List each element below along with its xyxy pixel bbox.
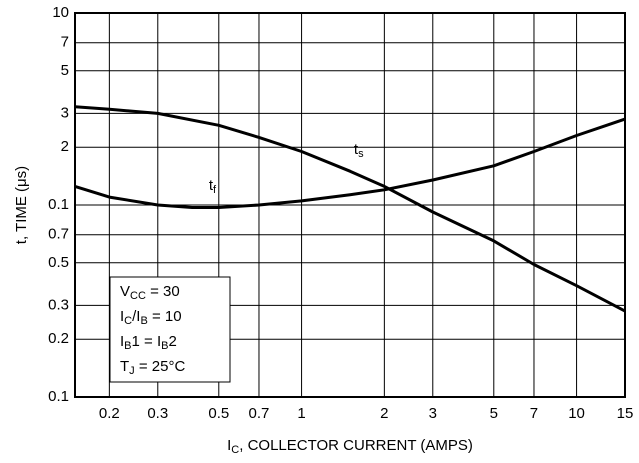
text: 1 = I	[132, 333, 162, 350]
text: , COLLECTOR CURRENT (AMPS)	[239, 437, 473, 454]
y-tick-label: 3	[61, 104, 69, 121]
x-tick-label: 5	[490, 405, 498, 422]
y-tick-label: 0.7	[48, 226, 69, 243]
text: 2	[168, 333, 176, 350]
text: T	[120, 358, 129, 375]
text: = 30	[146, 283, 180, 300]
annotation-box	[109, 276, 231, 383]
subscript: CC	[130, 290, 146, 302]
subscript: f	[213, 184, 217, 196]
y-axis-title: t, TIME (μs)	[13, 166, 30, 244]
text: /I	[132, 308, 140, 325]
text: t	[209, 177, 214, 194]
x-axis-title: IC, COLLECTOR CURRENT (AMPS)	[227, 437, 473, 456]
y-tick-label: 0.1	[48, 388, 69, 405]
subscript: C	[124, 315, 132, 327]
annotation-line: IC/IB = 10	[120, 308, 182, 327]
x-tick-label: 3	[429, 405, 437, 422]
subscript: J	[129, 365, 135, 377]
x-tick-label: 0.7	[249, 405, 270, 422]
x-tick-label: 15	[617, 405, 634, 422]
series-label: ts	[354, 141, 364, 160]
y-tick-label: 0.3	[48, 296, 69, 313]
y-tick-label: 2	[61, 138, 69, 155]
x-tick-label: 0.2	[99, 405, 120, 422]
series-line	[74, 105, 626, 313]
x-tick-label: 0.3	[147, 405, 168, 422]
text: = 25°C	[135, 358, 186, 375]
annotation-line: TJ = 25°C	[120, 358, 185, 377]
series-label: tf	[209, 177, 217, 196]
x-tick-label: 2	[380, 405, 388, 422]
annotation-line: VCC = 30	[120, 283, 180, 302]
x-tick-label: 0.5	[208, 405, 229, 422]
annotation-line: IB1 = IB2	[120, 333, 177, 352]
x-tick-label: 7	[530, 405, 538, 422]
y-tick-label: 0.5	[48, 254, 69, 271]
y-tick-label: 0.1	[48, 196, 69, 213]
plot-frame	[74, 12, 626, 398]
subscript: s	[358, 148, 364, 160]
series-line	[74, 117, 626, 209]
text: I	[120, 333, 124, 350]
subscript: B	[161, 340, 168, 352]
x-tick-label: 10	[568, 405, 585, 422]
text: I	[227, 437, 231, 454]
subscript: B	[124, 340, 131, 352]
text: = 10	[148, 308, 182, 325]
y-tick-label: 10	[52, 4, 69, 21]
text: V	[120, 283, 130, 300]
y-tick-label: 0.2	[48, 330, 69, 347]
x-tick-label: 1	[297, 405, 305, 422]
y-tick-label: 5	[61, 62, 69, 79]
text: I	[120, 308, 124, 325]
text: t	[354, 141, 359, 158]
y-tick-label: 7	[61, 34, 69, 51]
subscript: C	[231, 444, 239, 456]
subscript: B	[140, 315, 147, 327]
